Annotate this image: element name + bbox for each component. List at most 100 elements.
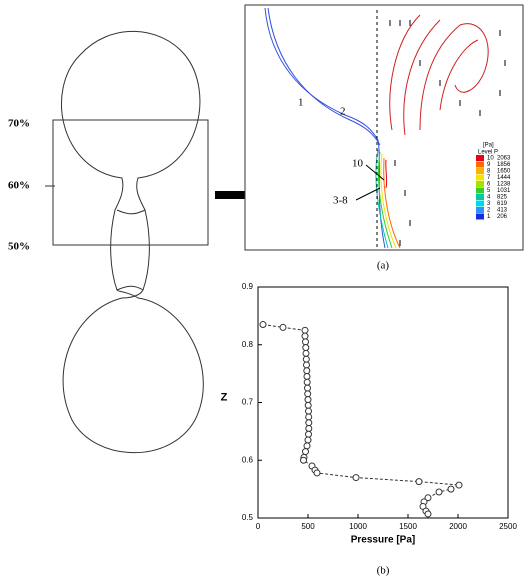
x-tick-label: 1000 [349,522,367,531]
contour-levels [375,149,401,249]
zoom-box [52,119,209,246]
label-leader [355,164,385,201]
legend-swatch [476,181,484,187]
contour-label: 2 [340,106,346,118]
x-tick-label: 2500 [499,522,517,531]
legend-level: 8 [487,169,491,175]
data-point [304,384,311,392]
data-point [301,332,309,340]
legend-value: 1444 [497,175,511,181]
legend-level: 5 [487,188,491,194]
legend-value: 413 [497,208,508,214]
legend-value: 1238 [497,182,511,188]
legend-title: Level P [478,150,498,156]
data-point [305,407,312,415]
y-tick-label: 0.8 [242,340,254,349]
plot-frame [257,286,509,519]
data-point [447,485,455,493]
vector-grid [389,20,506,246]
y-tick-label: 0.9 [242,282,254,291]
y-axis-label: Z [221,391,228,403]
legend-swatch [476,194,484,200]
velocity-vectors [389,14,489,136]
legend-level: 6 [487,182,491,188]
data-point [279,323,287,331]
data-point [302,349,310,357]
legend-swatch [476,207,484,213]
data-point [304,390,312,398]
legend-swatch [476,213,484,220]
legend-swatch [476,187,484,194]
data-point [424,510,432,518]
legend-value: 2063 [497,156,511,162]
data-point [305,430,312,438]
y-tick-label: 0.5 [242,513,254,522]
legend-swatch [476,155,484,161]
legend-value: 1650 [497,169,511,175]
data-point [303,373,311,381]
data-point [455,481,463,489]
x-tick-label: 500 [301,522,315,531]
legend-value: 1856 [497,162,511,168]
contour-label: 3-8 [333,195,348,207]
data-point [305,424,313,432]
legend-level: 7 [487,175,491,181]
data-point [304,396,312,404]
data-point [303,442,311,450]
data-point [259,321,267,329]
data-point [305,413,313,421]
data-point [301,326,309,334]
contour-label: 10 [352,158,364,170]
data-point [313,469,321,477]
data-point [304,401,312,409]
data-point [303,367,311,375]
x-tick-label: 1500 [399,522,417,531]
legend-level: 2 [487,208,491,214]
legend-swatch [476,168,484,174]
legend-swatch [476,174,484,181]
panel-a [244,4,524,251]
legend-value: 619 [497,201,508,207]
caption: (a) [377,260,390,272]
legend-value: 206 [497,214,508,220]
x-tick-label: 2000 [449,522,467,531]
data-point [302,344,310,352]
data-point [300,456,307,464]
data-point [304,436,312,444]
y-tick-label: 0.7 [242,398,254,407]
data-point [302,355,310,363]
legend-swatch [476,200,484,207]
data-point [302,448,309,456]
level-label: 70% [8,118,30,130]
legend-value: 1031 [497,188,511,194]
level-label: 50% [8,241,30,253]
legend-value: 825 [497,195,508,201]
data-point [302,338,309,346]
contour-label: 1 [298,97,304,109]
data-line [262,324,461,515]
legend-unit: [Pa] [483,143,494,149]
x-axis-label: Pressure [Pa] [351,535,415,546]
legend-level: 9 [487,162,491,168]
caption: (b) [377,565,390,577]
level-label: 60% [8,180,30,192]
data-point [435,488,443,496]
legend-level: 1 [487,214,491,220]
data-point [424,494,432,502]
legend: 10 2063 9 1856 8 1650 7 1444 6 1238 5 1031 4 825 3 619 2… [476,155,511,220]
data-point [352,474,360,482]
x-tick-label: 0 [256,522,261,531]
legend-swatch [476,161,484,168]
droplet-outline [60,30,204,454]
legend-level: 4 [487,195,491,201]
legend-level: 3 [487,201,491,207]
data-point [303,378,311,386]
y-tick-label: 0.6 [242,455,254,464]
data-point [305,419,313,427]
data-point [415,478,423,486]
neck-detail [116,209,146,291]
pressure-chart: 0 500 1000 1500 2000 2500 0.5 0.6 0.7 0.8 0.9 Press… [221,282,518,546]
data-point [303,361,310,369]
legend-level: 10 [487,156,494,162]
